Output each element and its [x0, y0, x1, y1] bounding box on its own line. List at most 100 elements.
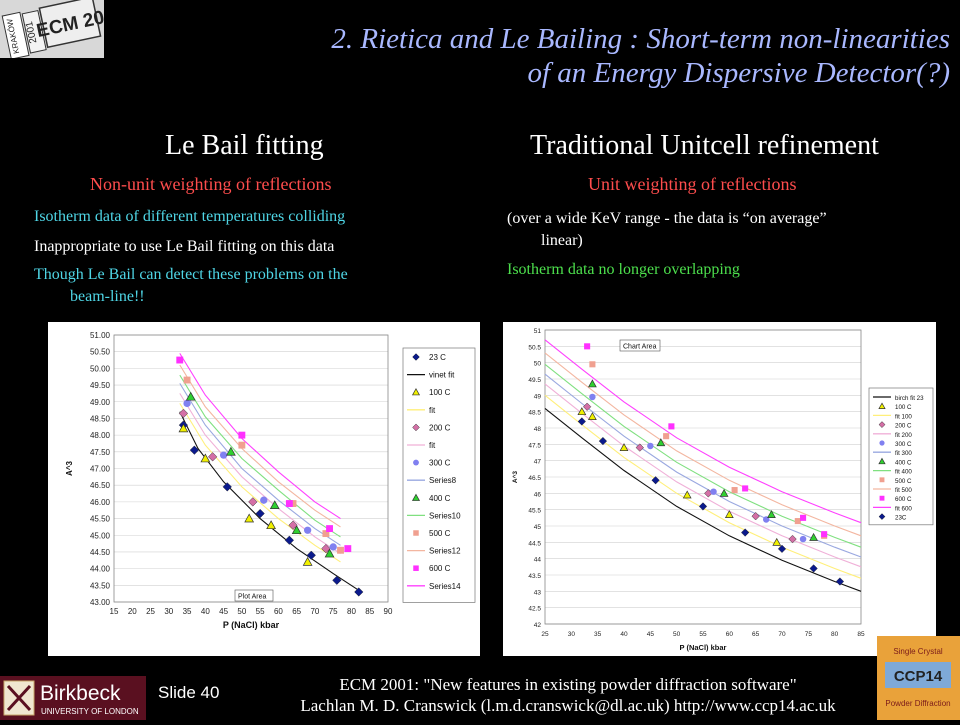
x-tick-label: 55	[256, 607, 265, 616]
x-tick-label: 80	[831, 631, 839, 638]
data-point	[588, 412, 597, 420]
data-point	[710, 488, 717, 495]
data-point	[719, 488, 729, 497]
data-point	[302, 556, 313, 566]
plot-frame	[544, 329, 862, 625]
y-tick-label: 47.5	[528, 442, 541, 449]
legend-swatch	[413, 530, 419, 536]
legend-label: 100 C	[895, 404, 912, 411]
legend-label: 500 C	[895, 478, 912, 485]
series-line	[179, 393, 341, 555]
y-tick-label: 42.5	[528, 606, 541, 613]
left-line-2: Inappropriate to use Le Bail fitting on …	[34, 238, 335, 255]
data-point	[582, 402, 592, 411]
data-point	[288, 520, 298, 530]
y-tick-label: 44.50	[90, 548, 111, 557]
x-tick-label: 80	[347, 607, 356, 616]
ecm-logo: KRAKÓW 2001 ECM 20	[0, 0, 104, 58]
footer-line-2: Lachlan M. D. Cranswick (l.m.d.cranswick…	[300, 696, 836, 715]
data-point	[337, 546, 344, 554]
data-point	[794, 518, 801, 525]
x-tick-label: 55	[699, 631, 707, 638]
data-point	[344, 545, 352, 553]
y-tick-label: 47.00	[90, 465, 111, 474]
x-tick-label: 85	[365, 607, 374, 616]
ccp14-top-text: Single Crystal	[893, 647, 943, 656]
x-tick-label: 70	[310, 607, 319, 616]
y-tick-label: 49.50	[90, 381, 111, 390]
data-point	[284, 535, 295, 545]
data-point	[222, 482, 232, 492]
y-tick-label: 48	[534, 426, 542, 433]
series-line	[179, 374, 341, 538]
data-point	[269, 500, 280, 510]
y-tick-label: 42	[534, 622, 542, 629]
legend-swatch	[878, 513, 886, 520]
y-tick-label: 50.5	[528, 344, 541, 351]
y-tick-label: 43.50	[90, 581, 111, 590]
series-line	[544, 363, 862, 548]
data-point	[183, 376, 191, 384]
plot-frame	[113, 334, 389, 603]
data-point	[589, 361, 596, 368]
legend-label: 300 C	[895, 441, 912, 448]
x-axis-label: P (NaCl) kbar	[223, 620, 280, 630]
data-point	[176, 356, 184, 364]
data-point	[207, 452, 218, 462]
data-point	[635, 443, 644, 452]
data-point	[619, 443, 629, 451]
ccp14-logo: CCP14 Single Crystal Powder Diffraction	[877, 636, 960, 720]
legend-label: 600 C	[895, 496, 912, 503]
legend-swatch	[412, 423, 420, 432]
series-line	[179, 403, 341, 563]
data-point	[303, 526, 312, 534]
birkbeck-crest-icon: Birkbeck UNIVERSITY OF LONDON	[3, 680, 139, 716]
legend-label: fit 300	[895, 450, 912, 457]
data-point	[598, 436, 608, 446]
right-subheading: Unit weighting of reflections	[588, 174, 797, 194]
y-tick-label: 45.5	[528, 508, 541, 515]
legend-label: fit	[429, 406, 436, 415]
y-tick-label: 47.50	[90, 448, 111, 457]
legend-label: Series10	[429, 511, 461, 520]
data-point	[266, 520, 276, 530]
x-tick-label: 65	[292, 607, 301, 616]
y-tick-label: 51.00	[90, 331, 111, 340]
annotation-box: Plot Area	[234, 589, 274, 602]
data-point	[767, 510, 776, 518]
left-line-1: Isotherm data of different temperatures …	[34, 208, 346, 225]
legend-label: 400 C	[429, 494, 451, 503]
y-tick-label: 43	[534, 589, 542, 596]
right-line-2: Isotherm data no longer overlapping	[507, 261, 740, 278]
data-point	[354, 587, 364, 597]
x-tick-label: 25	[541, 631, 549, 638]
x-tick-label: 35	[594, 631, 602, 638]
x-tick-label: 85	[857, 631, 865, 638]
legend-label: fit 600	[895, 505, 912, 512]
legend-frame	[868, 387, 934, 526]
birkbeck-sub: UNIVERSITY OF LONDON	[41, 707, 139, 716]
x-tick-label: 90	[384, 607, 393, 616]
data-point	[742, 485, 749, 492]
data-point	[647, 442, 654, 450]
data-point	[248, 497, 258, 507]
footer-text: ECM 2001: "New features in existing powd…	[228, 674, 908, 716]
y-tick-label: 49.00	[90, 398, 111, 407]
annotation-box: Chart Area	[619, 339, 661, 352]
data-point	[663, 433, 670, 440]
y-tick-label: 43.5	[528, 573, 541, 580]
x-tick-label: 50	[237, 607, 246, 616]
legend-label: 300 C	[429, 459, 451, 468]
x-tick-label: 30	[568, 631, 576, 638]
x-tick-label: 40	[620, 631, 628, 638]
right-chart: 42 42.5 43 43.5 44 44.5 45 45.5 46 46.5 47 47.5 48 48…	[511, 328, 934, 652]
y-tick-label: 49.5	[528, 377, 541, 384]
x-axis-label: P (NaCl) kbar	[680, 643, 727, 652]
legend-label: birch fit 23	[895, 395, 924, 402]
x-tick-label: 75	[805, 631, 813, 638]
legend-label: 400 C	[895, 459, 912, 466]
legend-label: 500 C	[429, 529, 451, 538]
data-point	[285, 500, 293, 507]
legend-swatch	[879, 495, 885, 501]
y-tick-label: 50.50	[90, 348, 111, 357]
